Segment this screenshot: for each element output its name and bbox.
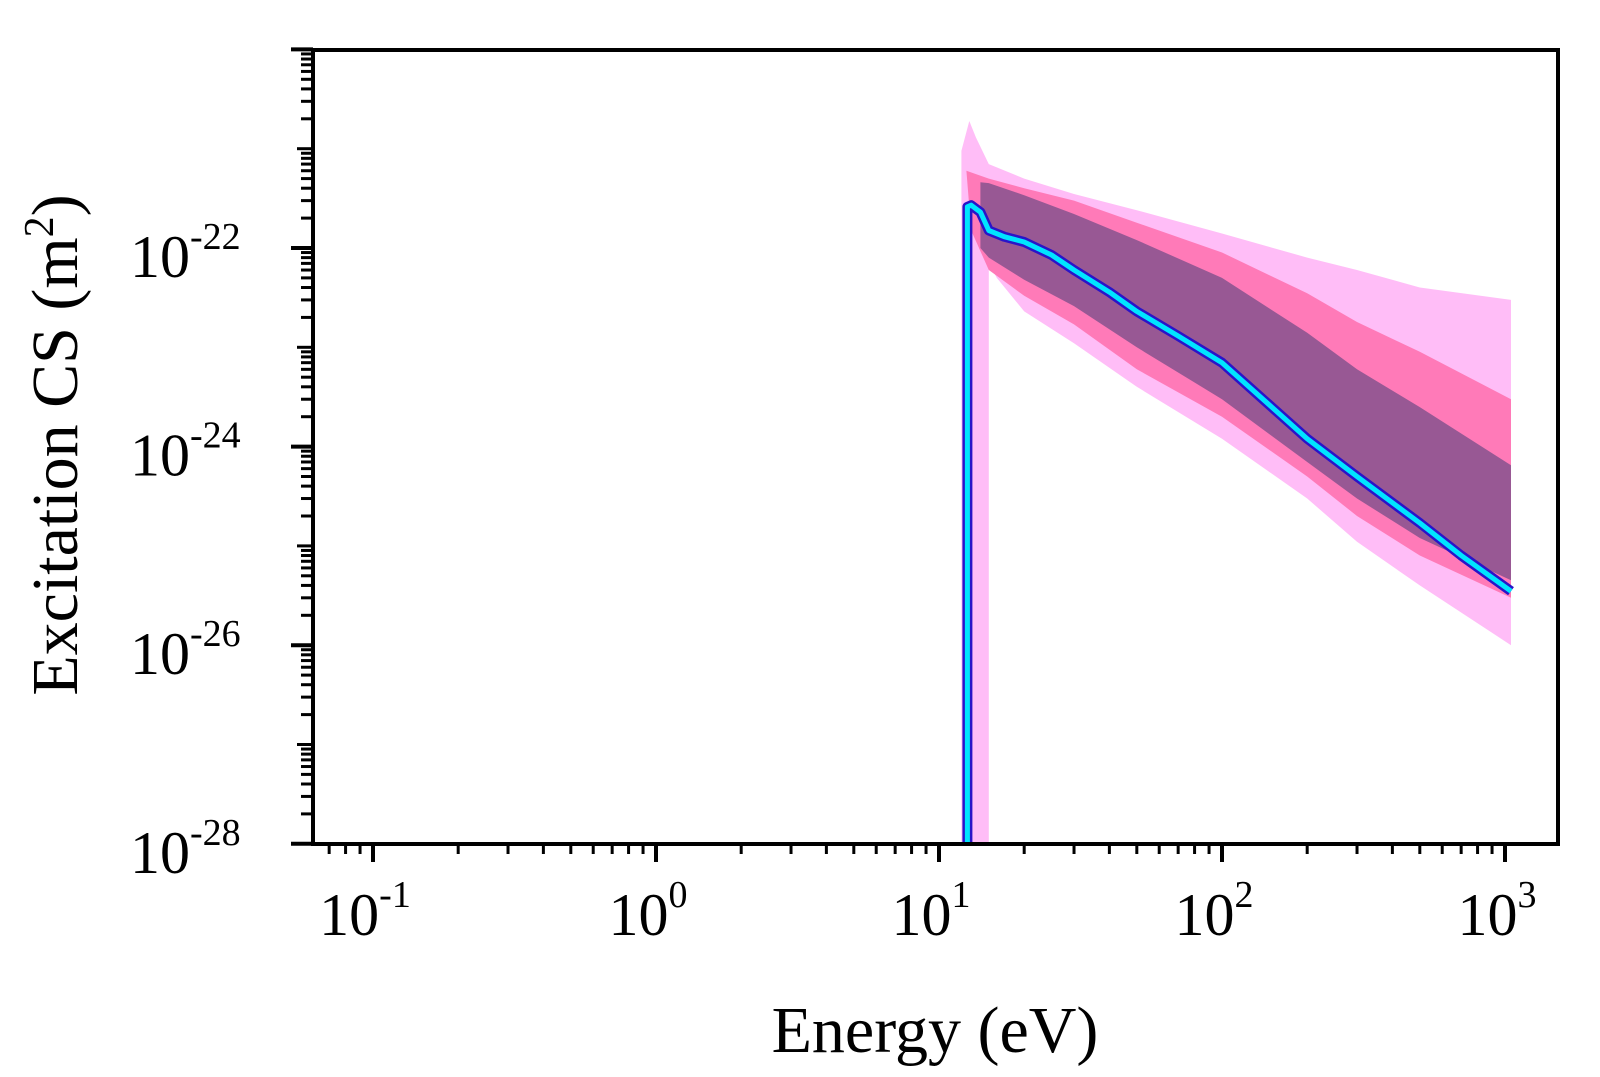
y-tick-label: 10-24	[130, 415, 241, 489]
x-axis-tick-labels: 10-1 100 101 102 103	[319, 874, 1536, 948]
y-tick-label: 10-26	[130, 613, 241, 687]
y-axis-tick-labels: 10-22 10-24 10-26 10-28	[130, 216, 241, 886]
x-tick-label: 101	[892, 874, 971, 948]
x-tick-label: 100	[609, 874, 688, 948]
x-axis-ticks	[327, 844, 1507, 862]
y-axis-title-close: )	[19, 194, 92, 216]
y-tick-label: 10-28	[130, 812, 241, 886]
x-tick-label: 102	[1175, 874, 1254, 948]
y-axis-title-main: Excitation CS (m	[19, 237, 92, 695]
x-tick-label: 10-1	[319, 874, 411, 948]
central-line-group	[962, 200, 1514, 844]
y-axis-title-sup: 2	[17, 216, 63, 237]
y-axis-ticks	[291, 47, 313, 846]
x-axis-title: Energy (eV)	[772, 994, 1099, 1067]
central-line	[964, 202, 1513, 844]
y-tick-label: 10-22	[130, 216, 241, 290]
confidence-bands	[961, 121, 1511, 844]
y-axis-title: Excitation CS (m2)	[17, 194, 92, 695]
x-tick-label: 103	[1458, 874, 1537, 948]
